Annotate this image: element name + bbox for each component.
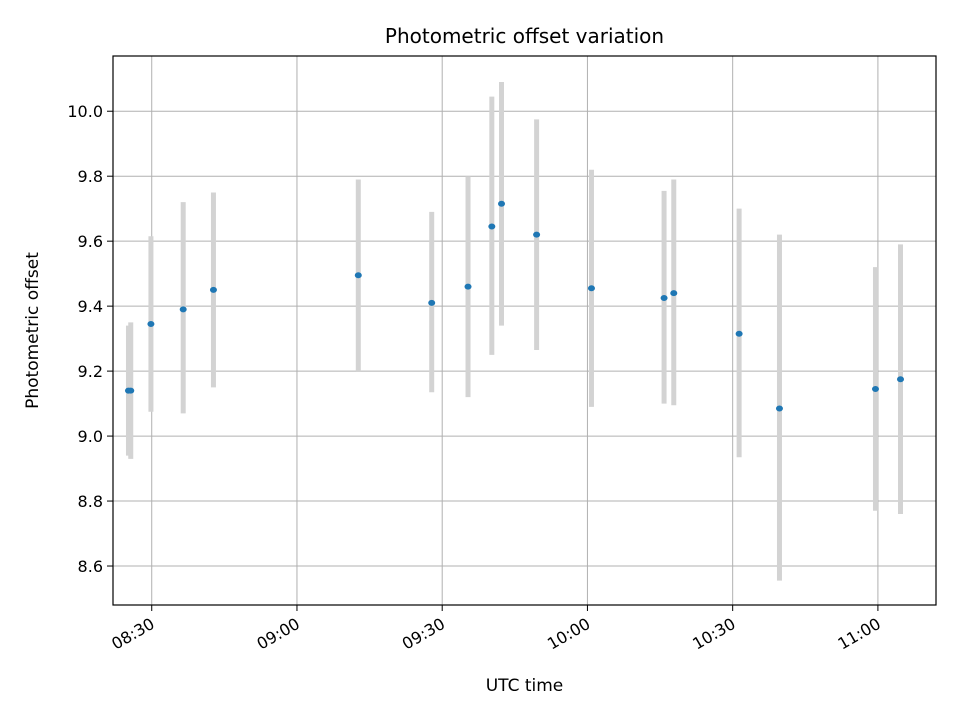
y-tick-label: 8.8	[78, 492, 103, 511]
y-tick-label: 9.0	[78, 427, 103, 446]
data-point	[354, 272, 362, 279]
data-point	[670, 290, 678, 297]
data-point	[179, 306, 187, 313]
data-point	[735, 330, 743, 337]
data-point	[147, 321, 155, 328]
y-tick-label: 9.6	[78, 232, 103, 251]
data-point	[775, 405, 783, 412]
data-point	[587, 285, 595, 292]
plot-frame	[112, 55, 937, 606]
y-tick-label: 8.6	[78, 557, 103, 576]
data-point	[428, 299, 436, 306]
y-tick-label: 9.2	[78, 362, 103, 381]
x-axis-label: UTC time	[486, 676, 564, 696]
data-point	[871, 385, 879, 392]
data-point	[127, 387, 135, 394]
data-point	[464, 283, 472, 290]
y-tick-label: 9.8	[78, 167, 103, 186]
data-point	[660, 295, 668, 302]
data-point	[896, 376, 904, 383]
data-point	[488, 223, 496, 230]
y-axis-label: Photometric offset	[23, 252, 43, 409]
data-point	[498, 200, 506, 207]
y-tick-label: 9.4	[78, 297, 103, 316]
data-point	[209, 286, 217, 293]
data-point	[533, 231, 541, 238]
chart-title: Photometric offset variation	[385, 24, 664, 48]
y-axis-ticks: 8.6 8.8 9.0 9.2 9.4 9.6 9.8 10.0	[67, 102, 113, 576]
y-tick-label: 10.0	[67, 102, 103, 121]
data-points	[124, 200, 904, 412]
